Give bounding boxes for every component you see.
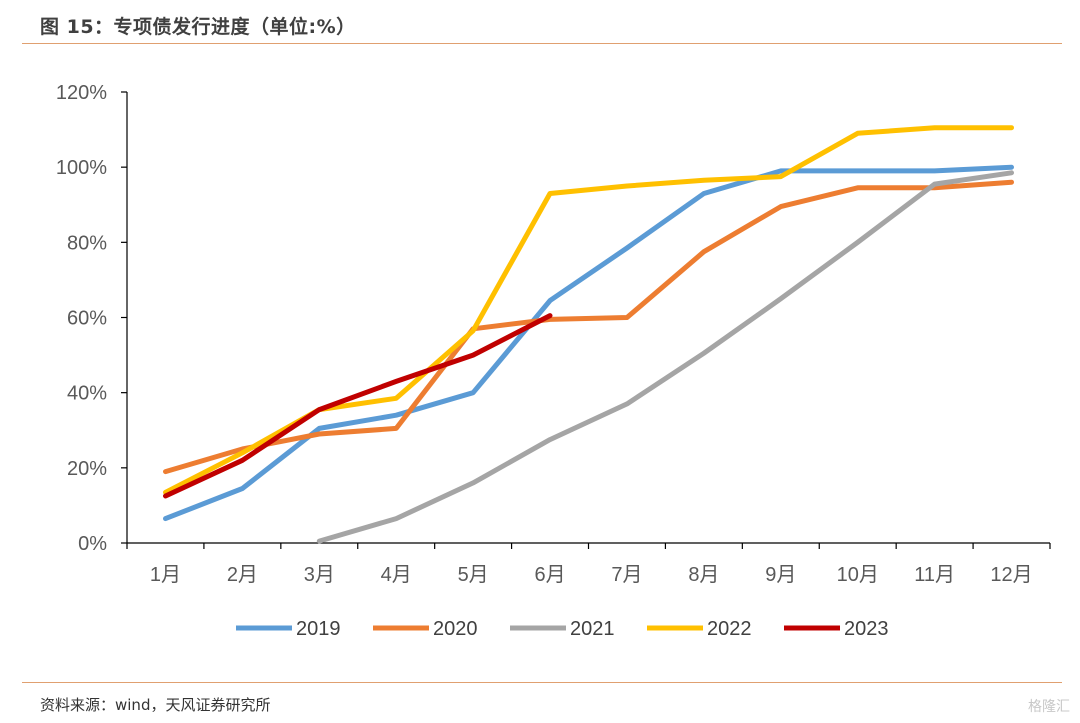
x-tick-label: 11月 bbox=[914, 564, 955, 586]
legend-label-2022: 2022 bbox=[707, 618, 752, 640]
y-tick-label: 0% bbox=[78, 533, 107, 555]
x-tick-label: 4月 bbox=[381, 564, 412, 586]
figure-title: 图 15：专项债发行进度（单位:%） bbox=[40, 16, 356, 38]
watermark: 格隆汇 bbox=[1028, 699, 1070, 715]
footer-divider bbox=[22, 682, 1062, 683]
source-note: 资料来源：wind，天风证券研究所 bbox=[40, 696, 271, 714]
y-tick-label: 20% bbox=[67, 458, 107, 480]
x-tick-label: 1月 bbox=[150, 564, 181, 586]
chart-axes: 0% 20% 40% 60% 80% 100% 120% 1月 2月 3月 4月 5月 6月 7月 8月 9月… bbox=[56, 82, 1051, 586]
y-tick-label: 60% bbox=[67, 308, 107, 330]
chart-legend: 2019 2020 2021 2022 2023 bbox=[236, 618, 889, 640]
series-line-2023 bbox=[163, 313, 553, 499]
x-tick-label: 6月 bbox=[534, 564, 565, 586]
series-line-2020 bbox=[163, 179, 1014, 475]
x-tick-label: 12月 bbox=[990, 564, 1032, 586]
series-line-2021 bbox=[316, 170, 1014, 544]
legend-label-2023: 2023 bbox=[844, 618, 889, 640]
x-tick-label: 9月 bbox=[765, 564, 796, 586]
x-tick-label: 10月 bbox=[837, 564, 879, 586]
legend-label-2020: 2020 bbox=[433, 618, 478, 640]
legend-label-2021: 2021 bbox=[570, 618, 615, 640]
y-tick-label: 80% bbox=[67, 232, 107, 254]
chart-lines bbox=[163, 125, 1014, 544]
legend-label-2019: 2019 bbox=[296, 618, 341, 640]
x-tick-label: 8月 bbox=[688, 564, 719, 586]
header-divider bbox=[22, 43, 1062, 44]
x-tick-label: 5月 bbox=[458, 564, 489, 586]
y-tick-label: 100% bbox=[56, 157, 107, 179]
x-tick-label: 7月 bbox=[611, 564, 642, 586]
x-tick-label: 2月 bbox=[227, 564, 258, 586]
y-tick-label: 40% bbox=[67, 383, 107, 405]
x-tick-label: 3月 bbox=[304, 564, 335, 586]
y-tick-label: 120% bbox=[56, 82, 107, 104]
